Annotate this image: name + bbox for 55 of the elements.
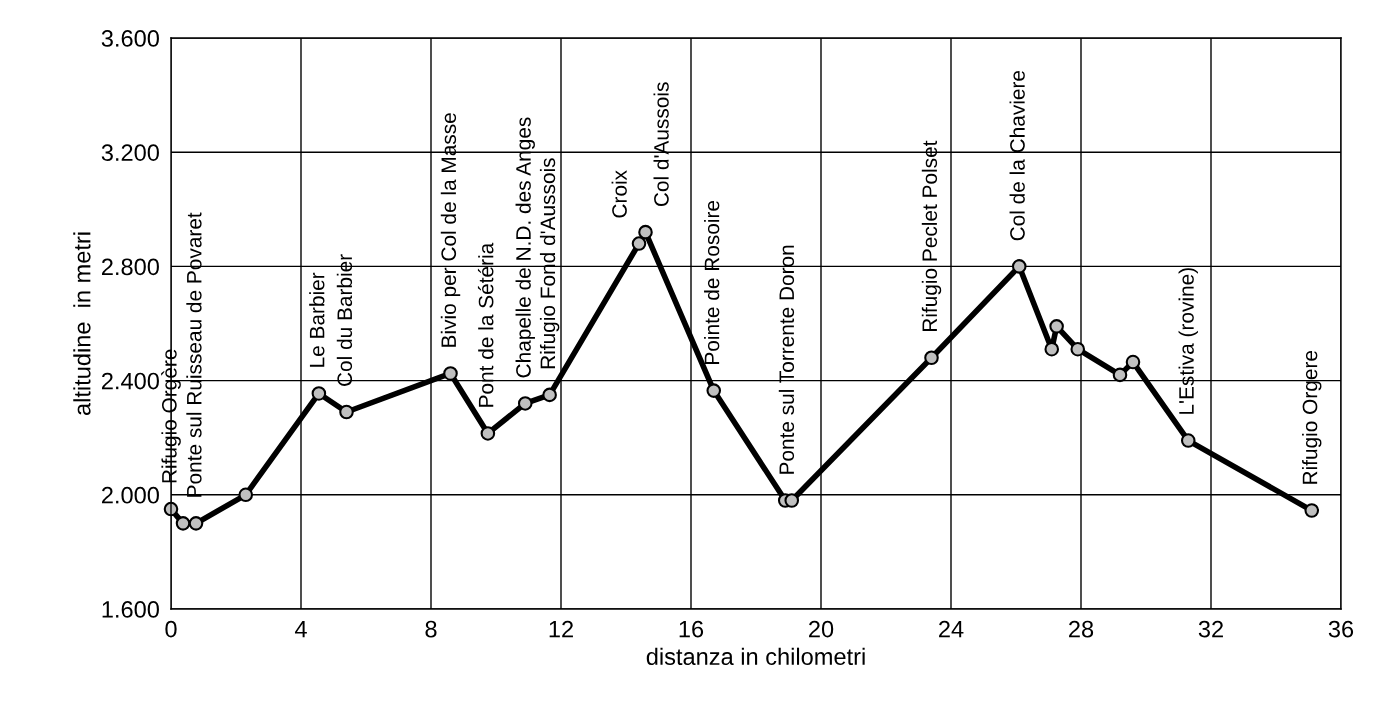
annotation: Croix <box>611 170 627 218</box>
x-tick-label: 12 <box>549 620 573 638</box>
annotation: Rifugio Peclet Polset <box>921 140 942 332</box>
x-tick-label: 28 <box>1069 620 1094 638</box>
point <box>631 236 647 251</box>
y-tick-label: 2.000 <box>102 486 159 504</box>
point <box>443 366 458 381</box>
point <box>1011 259 1027 274</box>
y-tick-label: 3.600 <box>101 30 159 47</box>
annotation: Chapelle de N.D. des Anges <box>515 117 535 378</box>
y-tick-label: 2.800 <box>102 258 159 276</box>
y-tick-label: 1.600 <box>102 601 159 618</box>
annotation: Bivio per Col de la Masse <box>440 113 461 347</box>
annotation: L'Estiva (rovine) <box>1178 268 1198 414</box>
point <box>175 516 191 531</box>
annotation: Ponte sul Ruisseau de Povaret <box>186 212 202 497</box>
point <box>339 404 354 420</box>
x-tick-label: 16 <box>679 620 704 638</box>
point <box>1125 354 1141 370</box>
point <box>1180 433 1196 448</box>
point <box>1070 341 1086 357</box>
point <box>784 493 800 508</box>
annotation: Rifugio Orgere <box>1302 350 1322 484</box>
point <box>1112 367 1128 383</box>
x-tick-label: 36 <box>1328 620 1354 638</box>
y-tick-label: 2.400 <box>102 372 159 390</box>
annotation: Col du Barbier <box>336 254 353 386</box>
y-axis-title: altitudine in metri <box>73 232 91 416</box>
point <box>517 396 533 411</box>
point <box>188 516 204 531</box>
annotation: Ponte sul Torrente Doron <box>778 245 795 474</box>
annotation: Col d'Aussois <box>653 82 669 207</box>
point <box>706 383 722 398</box>
point <box>1049 319 1064 334</box>
annotation: Le Barbier <box>309 272 325 367</box>
point <box>638 224 653 240</box>
point <box>480 426 496 441</box>
x-tick-label: 0 <box>165 620 177 638</box>
point <box>311 386 327 401</box>
x-tick-label: 8 <box>425 620 437 638</box>
annotation: Pointe de Rosoire <box>704 200 720 364</box>
x-tick-label: 4 <box>294 620 307 638</box>
x-axis-title: distanza in chilometri <box>646 647 865 666</box>
annotation: Rifugio Fond d'Aussois <box>539 158 560 369</box>
point <box>1044 341 1060 357</box>
y-tick-label: 3.200 <box>101 144 159 161</box>
x-tick-label: 32 <box>1198 620 1223 638</box>
x-tick-label: 24 <box>939 620 964 638</box>
point <box>542 387 557 403</box>
point <box>924 350 939 366</box>
x-tick-label: 20 <box>809 620 834 638</box>
point <box>238 487 254 503</box>
annotation: Rifugio Orgère <box>161 349 181 483</box>
point <box>1304 503 1320 518</box>
annotation: Col de la Chaviere <box>1009 70 1025 241</box>
